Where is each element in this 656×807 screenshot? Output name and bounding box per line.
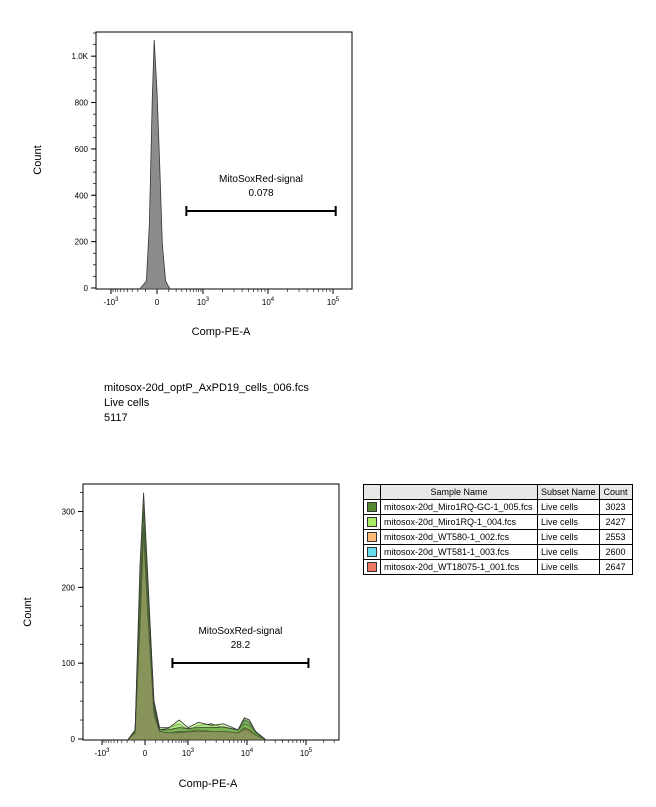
legend-sample-name: mitosox-20d_WT18075-1_001.fcs: [380, 559, 538, 575]
legend-swatch-header: [363, 484, 381, 500]
legend-subset-name: Live cells: [537, 559, 600, 575]
legend-subset-name: Live cells: [537, 544, 600, 560]
legend-swatch-cell: [363, 559, 381, 575]
x-axis-label-top: Comp-PE-A: [192, 326, 251, 338]
legend-count: 2600: [598, 544, 633, 560]
y-tick-label: 600: [75, 145, 89, 154]
legend-swatch: [367, 532, 377, 543]
legend-subset-name: Live cells: [537, 514, 600, 530]
y-tick-label: 800: [75, 99, 89, 108]
histogram-series-0: [140, 39, 170, 290]
legend-count: 2427: [598, 514, 633, 530]
x-tick-label: 104: [262, 297, 275, 307]
x-tick-label: 105: [327, 297, 340, 307]
legend-row: mitosox-20d_WT581-1_003.fcs Live cells 2…: [363, 544, 633, 560]
y-axis-label-top: Count: [32, 145, 44, 174]
legend-sample-name: mitosox-20d_WT581-1_003.fcs: [380, 544, 538, 560]
legend-subset-name: Live cells: [537, 499, 600, 515]
plot-frame-bottom: [82, 483, 340, 741]
gate-value: 0.078: [249, 188, 274, 199]
x-tick-label: -103: [95, 748, 111, 758]
legend-sample-name: mitosox-20d_Miro1RQ-1_004.fcs: [380, 514, 538, 530]
legend-subset-name: Live cells: [537, 529, 600, 545]
legend-sample-name: mitosox-20d_Miro1RQ-GC-1_005.fcs: [380, 499, 538, 515]
legend-row: mitosox-20d_Miro1RQ-1_004.fcs Live cells…: [363, 514, 633, 530]
x-axis-label-bottom: Comp-PE-A: [179, 778, 238, 790]
plot-area-top: 0 200 400 600 800 1.0K -103 0 103 104 105 MitoSoxRe…: [72, 32, 340, 307]
x-tick-label: -103: [104, 297, 120, 307]
gate-label: MitoSoxRed-signal: [198, 626, 282, 637]
caption-subset: Live cells: [104, 397, 150, 409]
sample-caption: mitosox-20d_optP_AxPD19_cells_006.fcs Li…: [104, 381, 309, 426]
caption-count: 5117: [104, 412, 128, 424]
plot-frame-top: [95, 31, 353, 290]
y-tick-label: 400: [75, 191, 89, 200]
x-tick-label: 0: [155, 298, 160, 307]
y-tick-label: 100: [62, 659, 76, 668]
legend-swatch: [367, 502, 377, 513]
plot-area-bottom: 0 100 200 300 -103 0 103 104 105 MitoSoxRed-signa…: [62, 492, 335, 758]
legend-swatch-cell: [363, 529, 381, 545]
x-tick-label: 104: [241, 748, 254, 758]
legend-header-sample: Sample Name: [380, 484, 538, 500]
legend-header-subset: Subset Name: [537, 484, 600, 500]
legend-row: mitosox-20d_Miro1RQ-GC-1_005.fcs Live ce…: [363, 499, 633, 515]
legend-header-row: Sample Name Subset Name Count: [363, 484, 633, 500]
legend-count: 2553: [598, 529, 633, 545]
legend-count: 3023: [598, 499, 633, 515]
y-tick-label: 300: [62, 508, 76, 517]
legend-swatch-cell: [363, 514, 381, 530]
y-tick-label: 0: [84, 284, 89, 293]
legend-swatch-cell: [363, 544, 381, 560]
legend-swatch: [367, 562, 377, 573]
x-tick-label: 103: [182, 748, 195, 758]
legend-sample-name: mitosox-20d_WT580-1_002.fcs: [380, 529, 538, 545]
x-tick-label: 105: [300, 748, 313, 758]
x-tick-label: 0: [143, 749, 148, 758]
legend-swatch: [367, 547, 377, 558]
y-tick-label: 1.0K: [72, 52, 89, 61]
caption-file-name: mitosox-20d_optP_AxPD19_cells_006.fcs: [104, 382, 309, 394]
y-axis-label-bottom: Count: [22, 597, 34, 626]
gate-label: MitoSoxRed-signal: [219, 174, 303, 185]
legend-row: mitosox-20d_WT580-1_002.fcs Live cells 2…: [363, 529, 633, 545]
gate-value: 28.2: [231, 640, 251, 651]
sample-legend-table: Sample Name Subset Name Count mitosox-20…: [363, 484, 633, 575]
legend-count: 2647: [598, 559, 633, 575]
y-tick-label: 0: [71, 735, 76, 744]
y-tick-label: 200: [62, 583, 76, 592]
legend-row: mitosox-20d_WT18075-1_001.fcs Live cells…: [363, 559, 633, 575]
y-tick-label: 200: [75, 238, 89, 247]
legend-swatch-cell: [363, 499, 381, 515]
x-tick-label: 103: [197, 297, 210, 307]
histogram-series-5: [128, 492, 266, 741]
legend-swatch: [367, 517, 377, 528]
legend-header-count: Count: [598, 484, 633, 500]
